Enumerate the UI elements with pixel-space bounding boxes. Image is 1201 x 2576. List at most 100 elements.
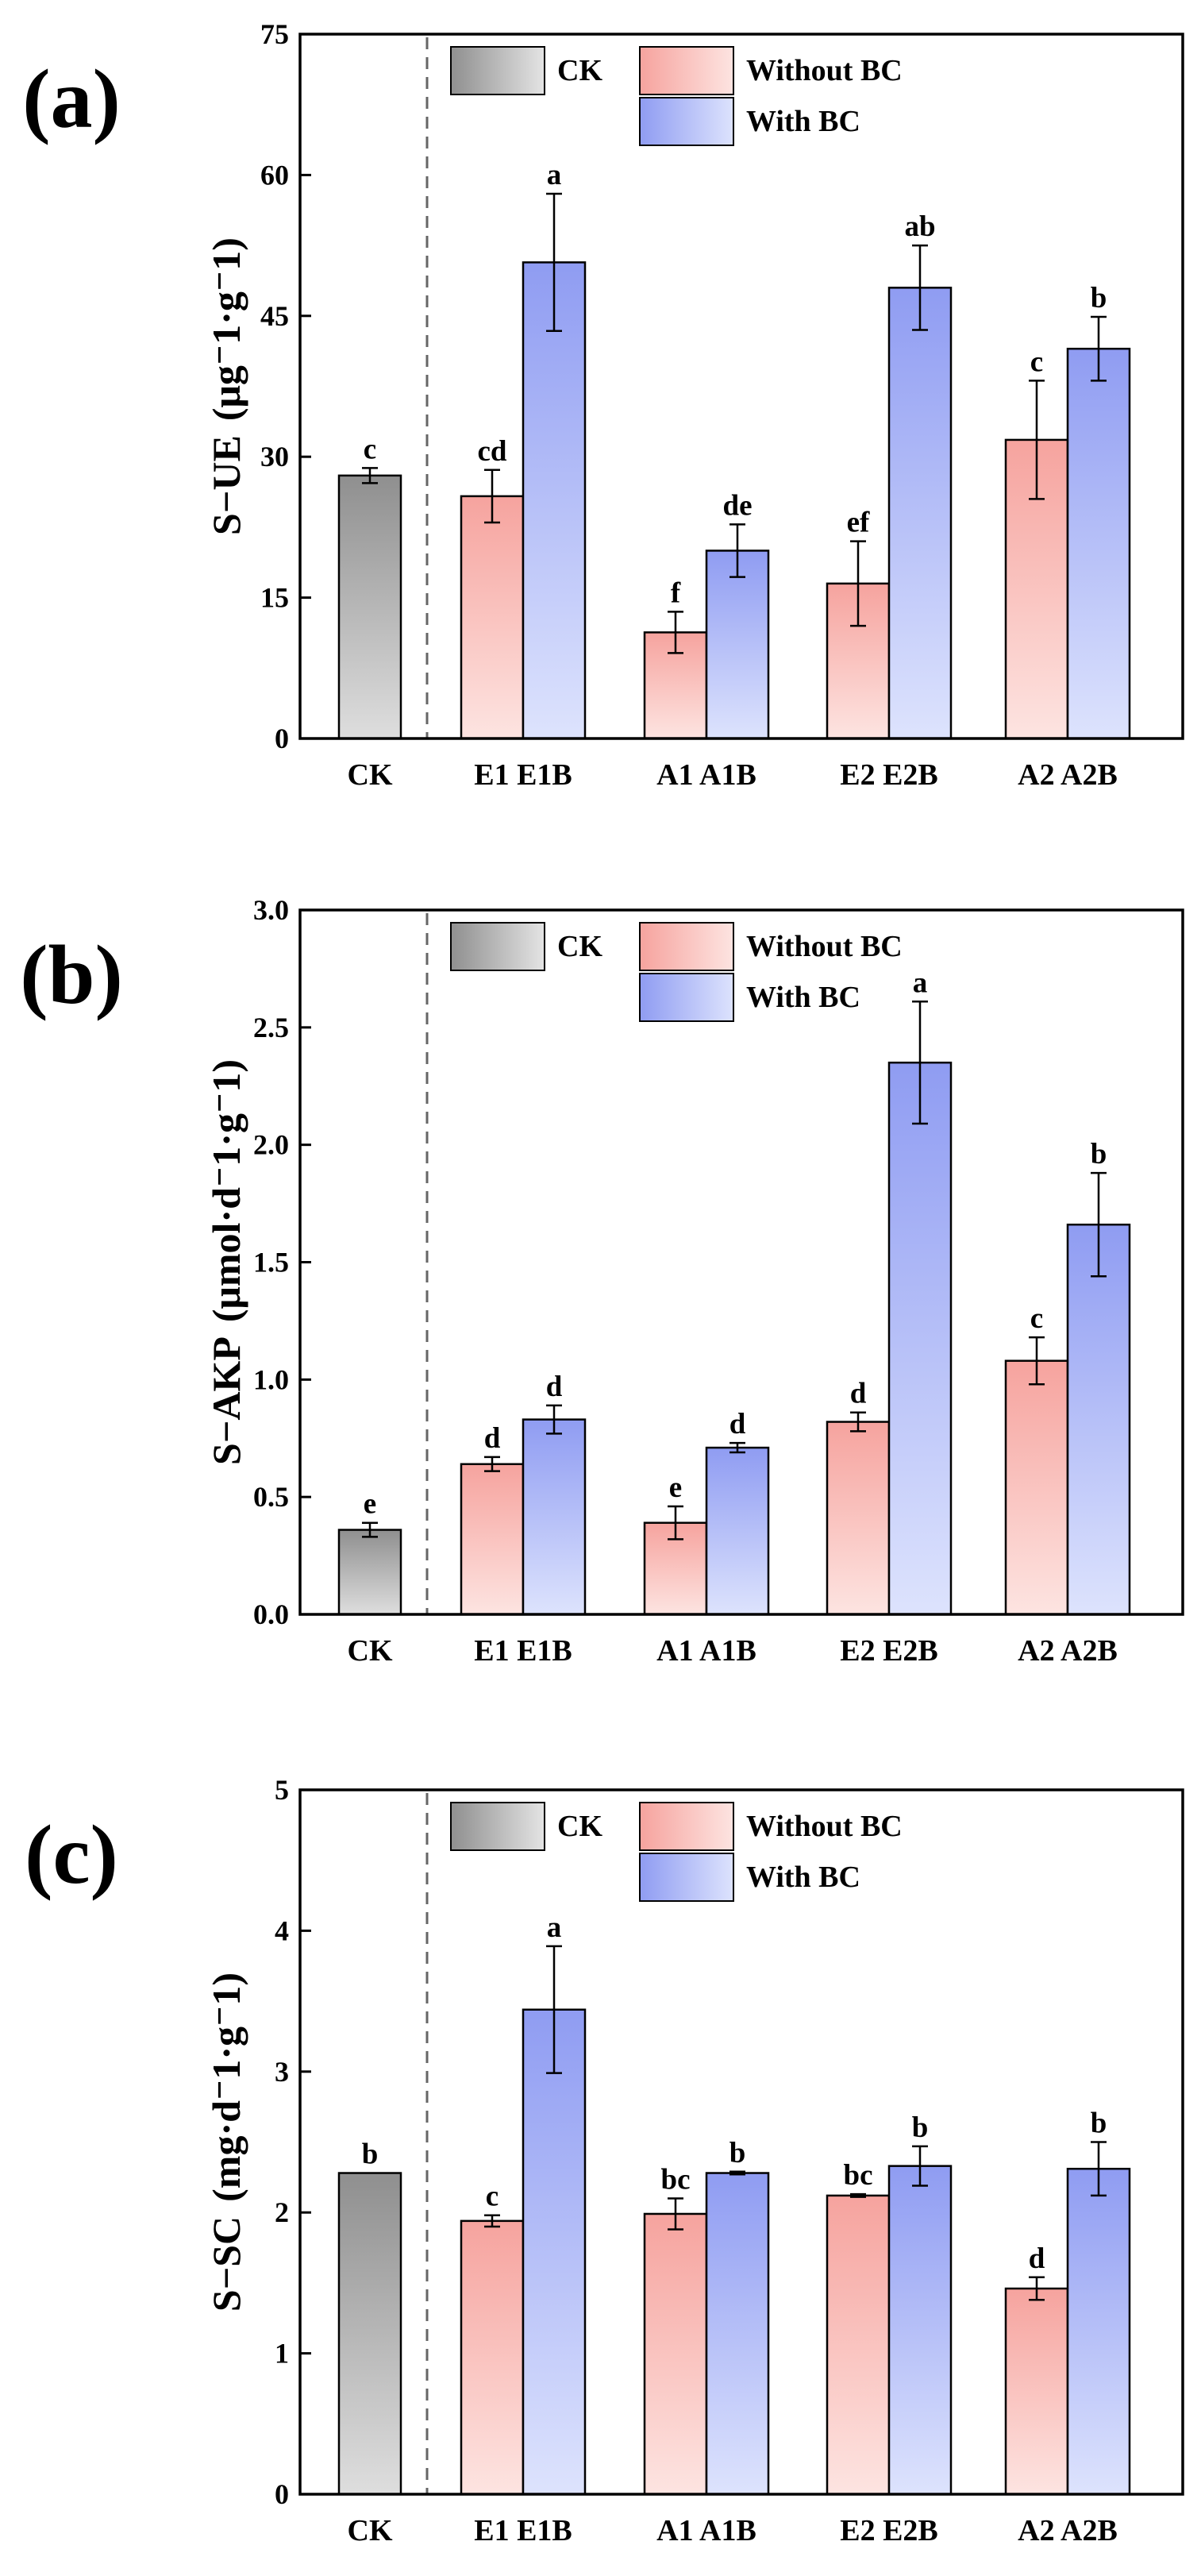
x-tick-label: E1 E1B <box>474 1634 572 1668</box>
y-tick-label: 0.5 <box>253 1481 289 1513</box>
y-tick-label: 2.5 <box>253 1012 289 1043</box>
without-bc-bar-sig-letter: c <box>1030 345 1043 378</box>
x-tick-label: CK <box>348 1634 393 1668</box>
y-axis-label-main: S−UE <box>204 435 248 535</box>
y-tick-label: 60 <box>260 159 289 191</box>
x-tick-label: E1 E1B <box>474 2514 572 2547</box>
ck-bar-sig-letter: c <box>364 433 376 465</box>
without-bc-bar-sig-letter: bc <box>844 2159 873 2192</box>
with-bc-bar <box>522 1418 587 1616</box>
plot-frame <box>298 1788 1184 2496</box>
with-bc-bar-sig-letter: d <box>729 1408 746 1440</box>
y-tick-label: 5 <box>275 1774 289 1806</box>
y-axis-label: S−SC (mg·d⁻1·g⁻1) <box>204 1972 248 2312</box>
y-axis-label-unit: (mg·d⁻1·g⁻1) <box>204 1972 248 2202</box>
legend-swatch-ck <box>450 46 545 95</box>
with-bc-bar <box>522 2008 587 2496</box>
without-bc-bar-sig-letter: c <box>1030 1302 1043 1335</box>
with-bc-bar <box>887 2165 953 2496</box>
legend-label-ck: CK <box>557 930 602 963</box>
y-axis-label: S−UE (μg⁻1·g⁻1) <box>204 237 248 535</box>
legend-swatch-ck <box>450 922 545 971</box>
without-bc-bar-sig-letter: d <box>850 1378 867 1410</box>
with-bc-bar <box>705 2172 770 2496</box>
x-tick-label: A1 A1B <box>656 2514 756 2547</box>
with-bc-bar-sig-letter: a <box>547 1911 562 1944</box>
with-bc-bar-sig-letter: b <box>1091 2107 1107 2140</box>
y-tick-label: 1 <box>275 2338 289 2370</box>
panel-b: (b) 0.0 0.5 1.0 1.5 2.0 2.5 3.0 S−AKP (μmol·d⁻1·g… <box>20 894 1184 1668</box>
with-bc-bar-sig-letter: a <box>913 966 928 999</box>
legend-label-ck: CK <box>557 1810 602 1843</box>
ck-bar <box>337 474 402 740</box>
with-bc-bar <box>1066 2167 1131 2496</box>
y-tick-label: 2 <box>275 2196 289 2228</box>
legend: CK Without BC With BC <box>450 1802 903 1902</box>
y-axis-label-unit: (μg⁻1·g⁻1) <box>204 237 248 421</box>
legend-swatch-with-bc <box>639 1853 734 1902</box>
y-axis-label: S−AKP (μmol·d⁻1·g⁻1) <box>204 1059 248 1465</box>
legend-swatch-without-bc <box>639 922 734 971</box>
legend-swatch-without-bc <box>639 1802 734 1851</box>
with-bc-bar-sig-letter: b <box>729 2137 746 2169</box>
legend-swatch-ck <box>450 1802 545 1851</box>
legend-label-without-bc: Without BC <box>746 1810 903 1843</box>
panel-label: (c) <box>25 1808 118 1901</box>
with-bc-bar <box>705 1446 770 1616</box>
y-tick-label: 2.0 <box>253 1129 289 1161</box>
x-tick-label: A2 A2B <box>1018 1634 1118 1668</box>
without-bc-bar <box>643 2212 708 2496</box>
x-tick-label: E2 E2B <box>840 1634 938 1668</box>
y-tick-label: 75 <box>260 18 289 50</box>
without-bc-bar-sig-letter: cd <box>478 435 507 468</box>
y-tick-label: 15 <box>260 582 289 614</box>
legend: CK Without BC With BC <box>450 46 903 146</box>
y-axis-label-main: S−AKP <box>204 1336 248 1465</box>
with-bc-bar <box>887 1061 953 1616</box>
without-bc-bar <box>1004 2287 1069 2496</box>
ck-bar-sig-letter: e <box>364 1488 376 1521</box>
y-tick-label: 1.0 <box>253 1363 289 1395</box>
without-bc-bar-sig-letter: f <box>671 577 681 609</box>
panel-a: (a) 0 15 30 45 60 75 S−UE (μg⁻1·g⁻1) c cd a f de ef ab c… <box>22 18 1184 792</box>
y-tick-label: 0 <box>275 2478 289 2510</box>
legend-swatch-with-bc <box>639 973 734 1022</box>
with-bc-bar <box>887 287 953 740</box>
x-tick-label: A2 A2B <box>1018 2514 1118 2547</box>
panel-label: (b) <box>20 928 123 1021</box>
with-bc-bar-sig-letter: a <box>547 159 562 191</box>
legend-swatch-without-bc <box>639 46 734 95</box>
without-bc-bar <box>460 495 525 740</box>
with-bc-bar <box>705 550 770 740</box>
x-tick-label: CK <box>348 2514 393 2547</box>
x-tick-label: A1 A1B <box>656 1634 756 1668</box>
with-bc-bar-sig-letter: b <box>1091 282 1107 314</box>
y-axis-label-unit: (μmol·d⁻1·g⁻1) <box>204 1059 248 1322</box>
legend-swatch-with-bc <box>639 97 734 146</box>
x-tick-label: E1 E1B <box>474 758 572 792</box>
y-tick-label: 0.0 <box>253 1598 289 1630</box>
with-bc-bar-sig-letter: d <box>546 1371 563 1403</box>
legend: CK Without BC With BC <box>450 922 903 1022</box>
without-bc-bar <box>826 1421 891 1616</box>
without-bc-bar <box>460 2219 525 2496</box>
without-bc-bar-sig-letter: c <box>486 2181 498 2213</box>
with-bc-bar-sig-letter: b <box>912 2111 929 2144</box>
legend-label-with-bc: With BC <box>746 981 860 1014</box>
with-bc-bar-sig-letter: de <box>723 489 753 522</box>
ck-bar <box>337 1529 402 1616</box>
with-bc-bar-sig-letter: ab <box>904 210 935 243</box>
legend-label-with-bc: With BC <box>746 1861 860 1894</box>
without-bc-bar-sig-letter: ef <box>847 507 870 539</box>
y-tick-label: 3.0 <box>253 894 289 926</box>
without-bc-bar <box>1004 1359 1069 1616</box>
with-bc-bar <box>1066 1223 1131 1616</box>
plot-frame <box>298 908 1184 1616</box>
y-tick-label: 3 <box>275 2056 289 2088</box>
without-bc-bar <box>460 1463 525 1616</box>
without-bc-bar-sig-letter: e <box>669 1471 682 1504</box>
y-tick-label: 0 <box>275 723 289 754</box>
with-bc-bar <box>522 261 587 740</box>
without-bc-bar <box>826 2194 891 2496</box>
